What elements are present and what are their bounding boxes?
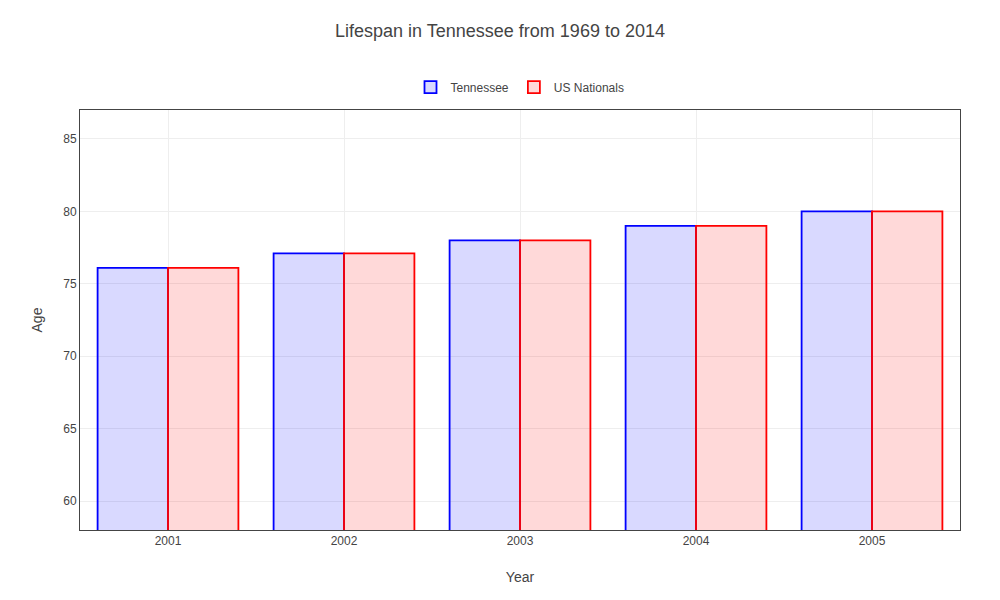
svg-text:65: 65	[63, 422, 77, 436]
svg-text:Age: Age	[29, 307, 45, 332]
svg-text:Lifespan in Tennessee from 196: Lifespan in Tennessee from 1969 to 2014	[335, 21, 665, 41]
svg-text:2005: 2005	[859, 534, 886, 548]
svg-text:70: 70	[63, 349, 77, 363]
svg-text:Tennessee: Tennessee	[451, 81, 509, 95]
svg-text:80: 80	[63, 205, 77, 219]
svg-text:60: 60	[63, 494, 77, 508]
svg-text:2003: 2003	[507, 534, 534, 548]
svg-text:2001: 2001	[155, 534, 182, 548]
svg-text:Year: Year	[506, 569, 535, 585]
svg-text:2002: 2002	[331, 534, 358, 548]
svg-text:US Nationals: US Nationals	[554, 81, 624, 95]
svg-text:75: 75	[63, 277, 77, 291]
svg-text:2004: 2004	[683, 534, 710, 548]
svg-text:85: 85	[63, 132, 77, 146]
